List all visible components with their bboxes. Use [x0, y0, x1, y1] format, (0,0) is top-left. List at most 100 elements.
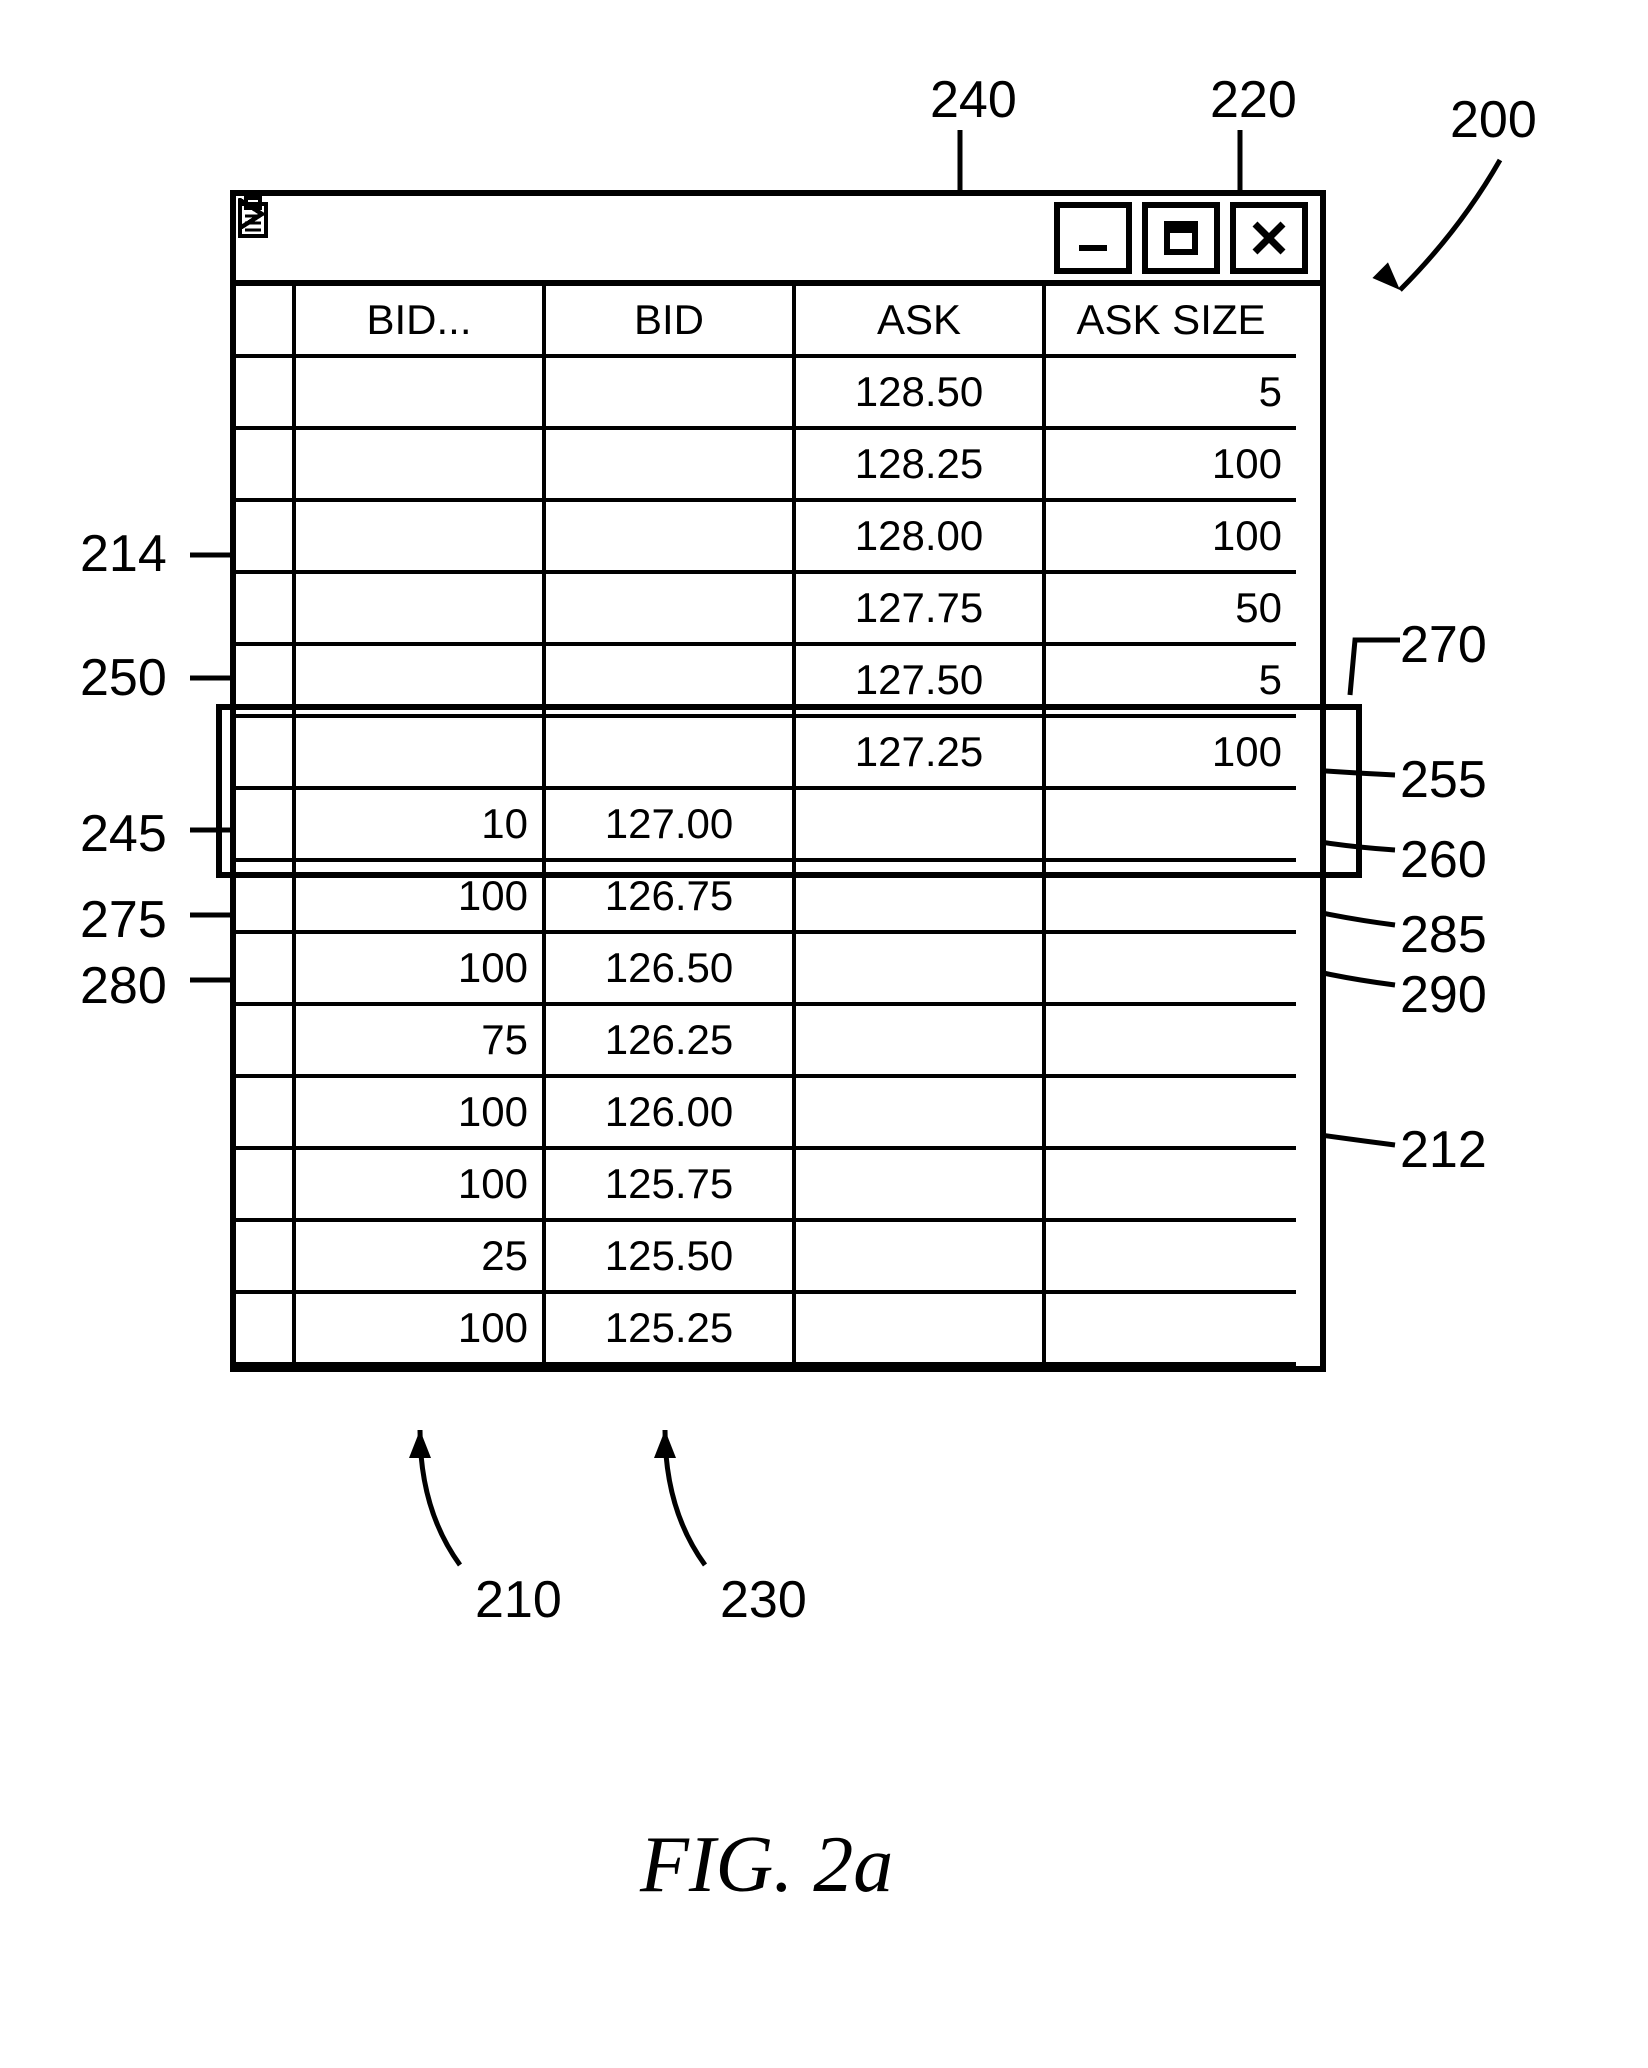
ask-size-cell[interactable]: 100	[1046, 718, 1296, 790]
ask-cell[interactable]: 127.75	[796, 574, 1046, 646]
ref-label-275: 275	[80, 890, 167, 950]
bid-size-cell[interactable]: 100	[296, 1150, 546, 1222]
row-play-icon[interactable]	[236, 934, 296, 1006]
bid-size-cell[interactable]	[296, 430, 546, 502]
minimize-button[interactable]	[1054, 202, 1132, 274]
bid-size-cell[interactable]: 100	[296, 1294, 546, 1366]
row-play-icon[interactable]	[236, 718, 296, 790]
ask-size-cell[interactable]: 5	[1046, 646, 1296, 718]
row-play-icon[interactable]	[236, 646, 296, 718]
ref-label-220: 220	[1210, 70, 1297, 130]
bid-cell[interactable]: 126.25	[546, 1006, 796, 1078]
ask-cell[interactable]	[796, 1222, 1046, 1294]
bid-cell[interactable]	[546, 718, 796, 790]
ref-label-214: 214	[80, 524, 167, 584]
ask-cell[interactable]	[796, 934, 1046, 1006]
bid-size-cell[interactable]: 100	[296, 862, 546, 934]
ref-label-200: 200	[1450, 90, 1537, 150]
bid-cell[interactable]	[546, 502, 796, 574]
ask-cell[interactable]	[796, 862, 1046, 934]
ask-cell[interactable]: 128.50	[796, 358, 1046, 430]
arrowhead-icon	[654, 1430, 676, 1458]
price-grid: BID...BIDASKASK SIZE128.505128.25100128.…	[236, 286, 1320, 1366]
figure-caption: FIG. 2a	[640, 1820, 893, 1911]
arrowhead-icon	[409, 1430, 431, 1458]
bid-cell[interactable]: 125.50	[546, 1222, 796, 1294]
bid-size-cell[interactable]	[296, 718, 546, 790]
leader-line	[1350, 640, 1400, 695]
ref-label-270: 270	[1400, 615, 1487, 675]
bid-cell[interactable]	[546, 358, 796, 430]
bid-size-cell[interactable]: 75	[296, 1006, 546, 1078]
ask-cell[interactable]: 128.00	[796, 502, 1046, 574]
ref-label-255: 255	[1400, 750, 1487, 810]
bid-size-cell[interactable]: 25	[296, 1222, 546, 1294]
trading-window: BID...BIDASKASK SIZE128.505128.25100128.…	[230, 190, 1326, 1372]
header-ask-size: ASK SIZE	[1046, 286, 1296, 358]
bid-cell[interactable]: 125.75	[546, 1150, 796, 1222]
ref-label-280: 280	[80, 956, 167, 1016]
ask-size-cell[interactable]	[1046, 1006, 1296, 1078]
ask-size-cell[interactable]	[1046, 1294, 1296, 1366]
ref-label-290: 290	[1400, 965, 1487, 1025]
ask-size-cell[interactable]	[1046, 862, 1296, 934]
header-icon-cell[interactable]	[236, 286, 296, 358]
row-play-icon[interactable]	[236, 862, 296, 934]
ask-cell[interactable]: 128.25	[796, 430, 1046, 502]
figure-stage: BID...BIDASKASK SIZE128.505128.25100128.…	[0, 0, 1648, 2068]
ask-cell[interactable]: 127.50	[796, 646, 1046, 718]
bid-size-cell[interactable]: 100	[296, 1078, 546, 1150]
ask-cell[interactable]	[796, 1150, 1046, 1222]
bid-cell[interactable]: 127.00	[546, 790, 796, 862]
bid-size-cell[interactable]: 10	[296, 790, 546, 862]
ask-size-cell[interactable]: 100	[1046, 502, 1296, 574]
ref-label-230: 230	[720, 1570, 807, 1630]
ask-size-cell[interactable]: 5	[1046, 358, 1296, 430]
ask-cell[interactable]	[796, 1006, 1046, 1078]
row-play-icon[interactable]	[236, 574, 296, 646]
bid-size-cell[interactable]	[296, 574, 546, 646]
ask-size-cell[interactable]: 100	[1046, 430, 1296, 502]
header-bid-size: BID...	[296, 286, 546, 358]
close-button[interactable]	[1230, 202, 1308, 274]
ask-cell[interactable]	[796, 1294, 1046, 1366]
ask-size-cell[interactable]	[1046, 1222, 1296, 1294]
bid-cell[interactable]: 126.75	[546, 862, 796, 934]
row-play-icon[interactable]	[236, 502, 296, 574]
bid-size-cell[interactable]	[296, 358, 546, 430]
ask-cell[interactable]	[796, 1078, 1046, 1150]
ask-size-cell[interactable]	[1046, 790, 1296, 862]
bid-cell[interactable]	[546, 430, 796, 502]
ask-size-cell[interactable]	[1046, 1078, 1296, 1150]
bid-cell[interactable]	[546, 574, 796, 646]
ref-label-240: 240	[930, 70, 1017, 130]
ask-size-cell[interactable]: 50	[1046, 574, 1296, 646]
bid-size-cell[interactable]: 100	[296, 934, 546, 1006]
row-play-icon[interactable]	[236, 430, 296, 502]
row-play-icon[interactable]	[236, 1150, 296, 1222]
ref-label-210: 210	[475, 1570, 562, 1630]
row-play-icon[interactable]	[236, 358, 296, 430]
ask-size-cell[interactable]	[1046, 934, 1296, 1006]
bid-size-cell[interactable]	[296, 502, 546, 574]
ask-cell[interactable]	[796, 790, 1046, 862]
row-play-icon[interactable]	[236, 1294, 296, 1366]
row-play-icon[interactable]	[236, 1222, 296, 1294]
arrowhead-icon	[1372, 262, 1407, 297]
bid-cell[interactable]: 126.50	[546, 934, 796, 1006]
bid-size-cell[interactable]	[296, 646, 546, 718]
row-play-icon[interactable]	[236, 790, 296, 862]
ref-label-260: 260	[1400, 830, 1487, 890]
bid-cell[interactable]: 126.00	[546, 1078, 796, 1150]
ask-cell[interactable]: 127.25	[796, 718, 1046, 790]
row-play-icon[interactable]	[236, 1006, 296, 1078]
leader-line	[1400, 160, 1500, 290]
header-ask: ASK	[796, 286, 1046, 358]
bid-cell[interactable]	[546, 646, 796, 718]
row-play-icon[interactable]	[236, 1078, 296, 1150]
maximize-button[interactable]	[1142, 202, 1220, 274]
bid-cell[interactable]: 125.25	[546, 1294, 796, 1366]
ask-size-cell[interactable]	[1046, 1150, 1296, 1222]
ref-label-212: 212	[1400, 1120, 1487, 1180]
titlebar	[236, 196, 1320, 286]
